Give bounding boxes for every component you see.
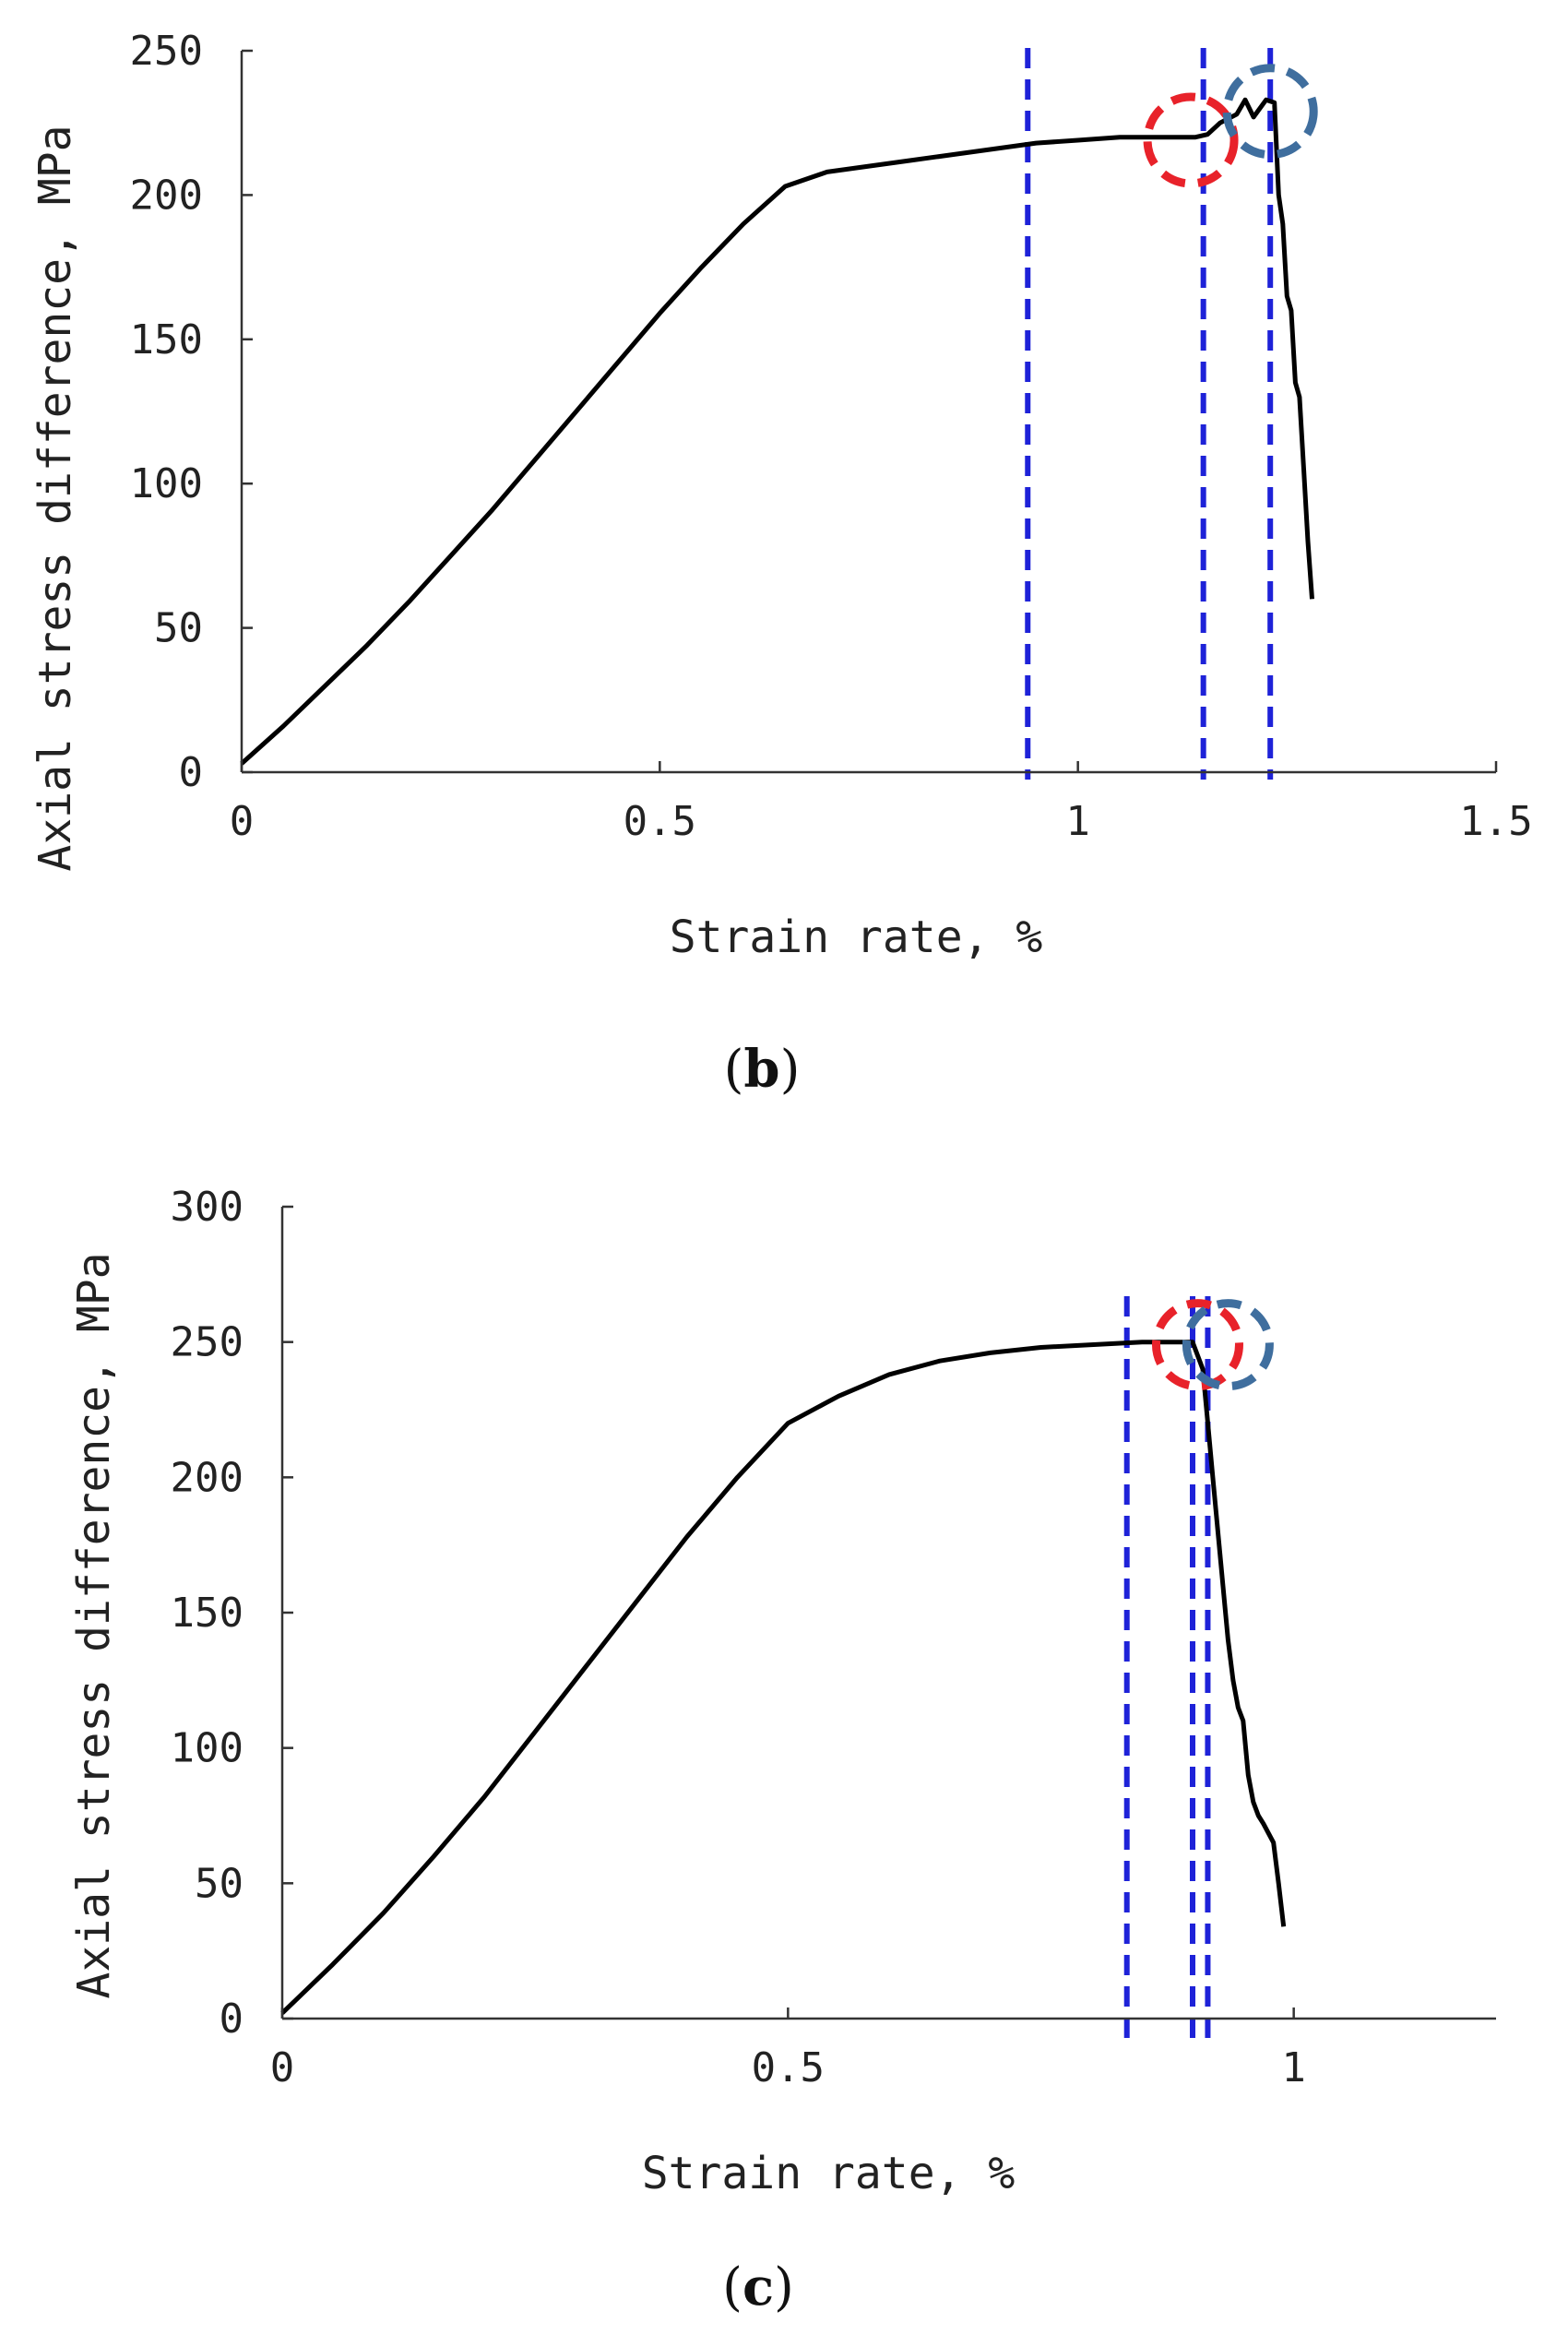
x-tick-label-c-1: 0.5 xyxy=(752,2044,825,2091)
y-ticks-c: 0 50 100 150 200 250 300 xyxy=(171,1184,293,2043)
y-ticks-b: 0 50 100 150 200 250 xyxy=(130,28,253,796)
x-axis-title-b: Strain rate, % xyxy=(670,911,1043,963)
highlight-circle-b-1 xyxy=(1222,64,1318,160)
y-tick-label-c-4: 200 xyxy=(171,1454,244,1501)
x-tick-label-b-3: 1.5 xyxy=(1459,798,1532,845)
x-tick-label-b-0: 0 xyxy=(230,798,255,845)
panel-label-c: (c) xyxy=(722,2257,794,2317)
y-tick-label-c-1: 50 xyxy=(195,1860,244,1907)
stress-strain-curve-b xyxy=(240,97,1314,766)
x-tick-label-b-2: 1 xyxy=(1065,798,1090,845)
highlight-circle-c-1 xyxy=(1182,1299,1274,1391)
y-tick-label-c-0: 0 xyxy=(220,1996,244,2043)
reference-lines-c xyxy=(1123,1296,1211,2043)
y-tick-label-b-3: 150 xyxy=(130,316,203,363)
x-axis-title-c: Strain rate, % xyxy=(642,2148,1016,2199)
y-axis-title-b: Axial stress difference, MPa xyxy=(30,125,81,871)
y-tick-label-b-4: 200 xyxy=(130,172,203,219)
y-axis-title-c: Axial stress difference, MPa xyxy=(68,1252,120,1998)
panel-label-b: (b) xyxy=(724,1039,801,1100)
highlight-circles-b xyxy=(1143,64,1318,188)
y-tick-label-c-5: 250 xyxy=(171,1319,244,1366)
stress-strain-curve-c xyxy=(280,1340,1287,2015)
y-tick-label-c-2: 100 xyxy=(171,1725,244,1772)
y-tick-label-b-1: 50 xyxy=(154,605,203,652)
y-tick-label-b-2: 100 xyxy=(130,460,203,507)
y-tick-label-b-5: 250 xyxy=(130,28,203,75)
highlight-circles-c xyxy=(1151,1299,1274,1391)
x-ticks-c: 0 0.5 1 xyxy=(270,2007,1306,2091)
x-tick-label-c-0: 0 xyxy=(270,2044,295,2091)
y-tick-label-c-3: 150 xyxy=(171,1590,244,1637)
highlight-circle-b-0 xyxy=(1143,92,1239,188)
y-tick-label-b-0: 0 xyxy=(179,749,204,796)
y-tick-label-c-6: 300 xyxy=(171,1184,244,1231)
x-tick-label-c-2: 1 xyxy=(1281,2044,1306,2091)
highlight-circle-c-0 xyxy=(1151,1299,1243,1391)
x-ticks-b: 0 0.5 1 1.5 xyxy=(230,761,1533,845)
reference-lines-b xyxy=(1025,48,1274,780)
x-tick-label-b-1: 0.5 xyxy=(624,798,696,845)
